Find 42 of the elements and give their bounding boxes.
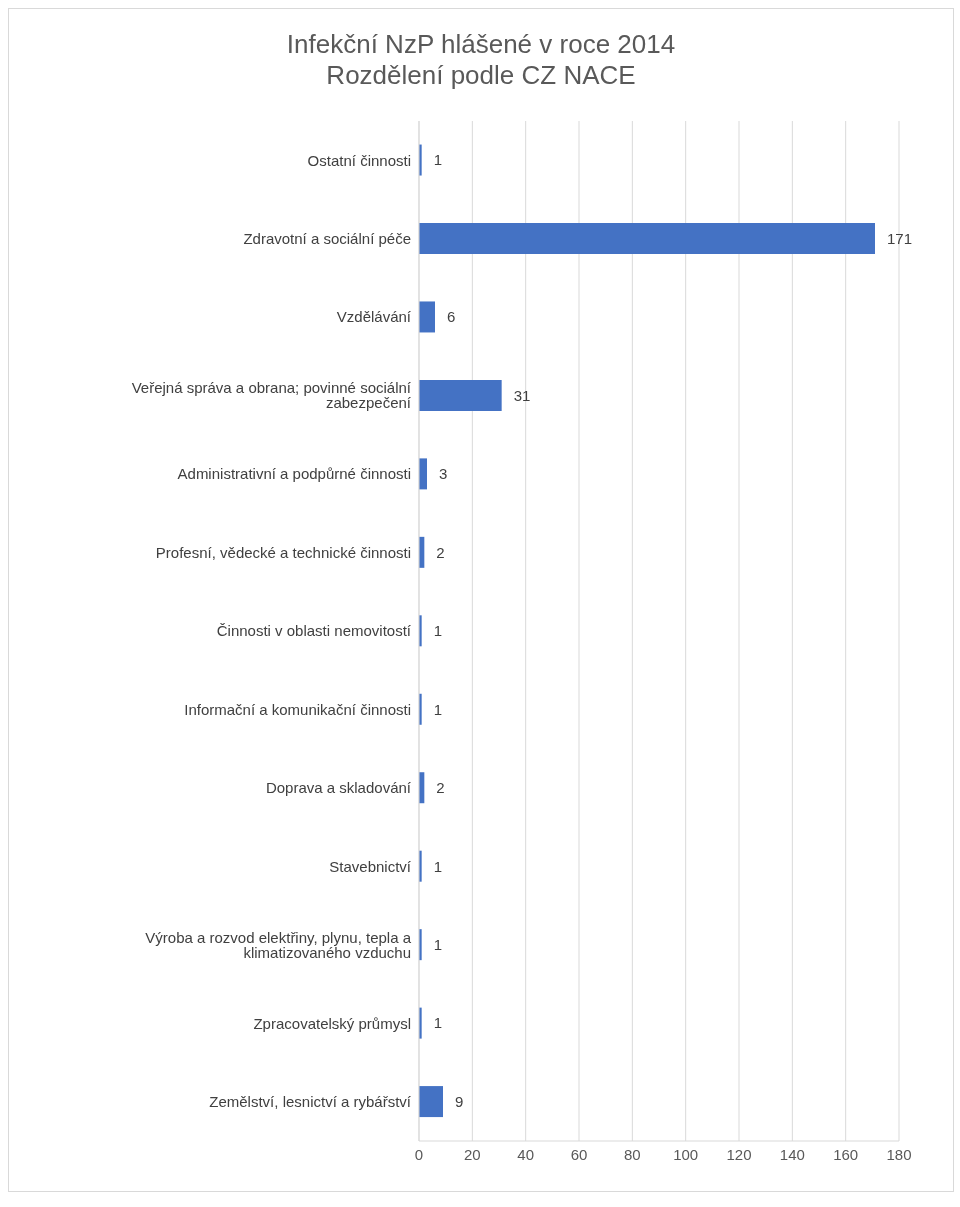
data-label: 2 — [436, 543, 445, 561]
data-label: 6 — [447, 308, 456, 326]
data-label: 171 — [887, 229, 913, 247]
data-label: 1 — [433, 857, 443, 875]
data-label: 31 — [513, 386, 531, 404]
y-tick-label: Informační a komunikační činnosti — [184, 700, 411, 718]
y-tick-label: Zdravotní a sociální péče — [243, 230, 411, 248]
y-tick-label: Vzdělávání — [336, 308, 412, 326]
x-tick-label: 60 — [570, 1145, 588, 1163]
x-tick-label: 160 — [833, 1145, 859, 1163]
y-tick-label: Činnosti v oblasti nemovitostí — [216, 622, 412, 640]
data-label: 1 — [433, 1014, 443, 1032]
y-tick-label: Výroba a rozvod elektřiny, plynu, tepla a klimatizovaného vzduchu — [145, 928, 412, 961]
data-label: 1 — [433, 700, 443, 718]
data-label: 1 — [433, 151, 443, 169]
y-tick-label: Profesní, vědecké a technické činnosti — [155, 543, 411, 561]
y-tick-label: Zpracovatelský průmysl — [253, 1014, 411, 1032]
y-tick-label: Zemělství, lesnictví a rybářství — [209, 1093, 412, 1111]
data-label: 3 — [439, 465, 448, 483]
x-tick-label: 180 — [886, 1145, 912, 1163]
y-tick-label: Administrativní a podpůrné činnosti — [177, 465, 411, 483]
chart-subtitle: Rozdělení podle CZ NACE — [325, 60, 637, 92]
bar — [419, 379, 502, 411]
x-tick-label: 100 — [673, 1145, 699, 1163]
data-label: 1 — [433, 622, 443, 640]
x-tick-label: 0 — [414, 1145, 424, 1163]
x-tick-label: 20 — [463, 1145, 481, 1163]
bar — [419, 301, 435, 333]
bar — [419, 1086, 443, 1118]
x-tick-label: 40 — [517, 1145, 535, 1163]
chart-title: Infekční NzP hlášené v roce 2014 — [285, 28, 677, 60]
y-tick-label: Veřejná správa a obrana; povinné sociální zabezpečení — [131, 379, 412, 412]
y-tick-label: Ostatní činnosti — [307, 151, 411, 169]
x-tick-label: 120 — [726, 1145, 752, 1163]
data-label: 9 — [455, 1092, 464, 1110]
x-tick-label: 80 — [623, 1145, 641, 1163]
data-label: 2 — [436, 779, 445, 797]
y-tick-label: Doprava a skladování — [265, 779, 412, 797]
data-label: 1 — [433, 935, 443, 953]
bar — [419, 223, 875, 254]
y-tick-label: Stavebnictví — [329, 857, 412, 875]
x-tick-label: 140 — [779, 1145, 805, 1163]
